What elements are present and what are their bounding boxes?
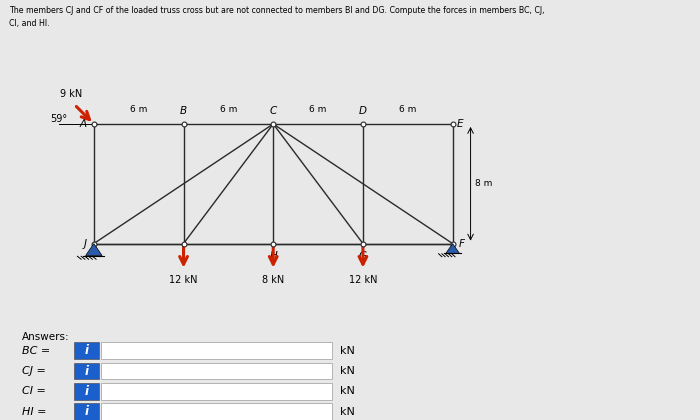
Text: 6 m: 6 m: [309, 105, 327, 113]
Text: 6 m: 6 m: [220, 105, 237, 113]
Text: J: J: [83, 239, 86, 249]
Text: kN: kN: [340, 407, 355, 417]
Text: 12 kN: 12 kN: [349, 275, 377, 285]
FancyBboxPatch shape: [102, 342, 332, 359]
Text: 6 m: 6 m: [130, 105, 148, 113]
Text: C: C: [270, 107, 277, 116]
Text: kN: kN: [340, 386, 355, 396]
Text: kN: kN: [340, 346, 355, 356]
FancyBboxPatch shape: [102, 383, 332, 400]
Text: BC =: BC =: [22, 346, 50, 356]
Text: CI =: CI =: [22, 386, 46, 396]
FancyBboxPatch shape: [74, 342, 99, 359]
Text: 8 kN: 8 kN: [262, 275, 284, 285]
Text: H: H: [270, 251, 277, 261]
Polygon shape: [85, 244, 102, 255]
Text: HI =: HI =: [22, 407, 47, 417]
FancyBboxPatch shape: [102, 403, 332, 420]
Text: CJ =: CJ =: [22, 366, 46, 376]
FancyBboxPatch shape: [74, 403, 99, 420]
Text: 9 kN: 9 kN: [60, 89, 83, 99]
Text: G: G: [359, 251, 367, 261]
Text: kN: kN: [340, 366, 355, 376]
Text: B: B: [180, 107, 187, 116]
Text: The members CJ and CF of the loaded truss cross but are not connected to members: The members CJ and CF of the loaded trus…: [9, 6, 545, 15]
Text: A: A: [79, 119, 86, 129]
Text: 59°: 59°: [50, 115, 67, 124]
Text: i: i: [85, 365, 89, 378]
Text: F: F: [458, 239, 465, 249]
Text: 8 m: 8 m: [475, 179, 492, 188]
Text: I: I: [182, 251, 185, 261]
Text: i: i: [85, 344, 89, 357]
Text: Answers:: Answers:: [22, 332, 70, 342]
FancyBboxPatch shape: [74, 383, 99, 400]
Text: D: D: [359, 107, 367, 116]
Text: i: i: [85, 405, 89, 418]
FancyBboxPatch shape: [102, 363, 332, 379]
Text: i: i: [85, 385, 89, 398]
Text: 12 kN: 12 kN: [169, 275, 198, 285]
Text: E: E: [457, 119, 463, 129]
Text: CI, and HI.: CI, and HI.: [9, 19, 50, 28]
Text: 6 m: 6 m: [399, 105, 416, 113]
Polygon shape: [446, 244, 459, 253]
FancyBboxPatch shape: [74, 363, 99, 379]
